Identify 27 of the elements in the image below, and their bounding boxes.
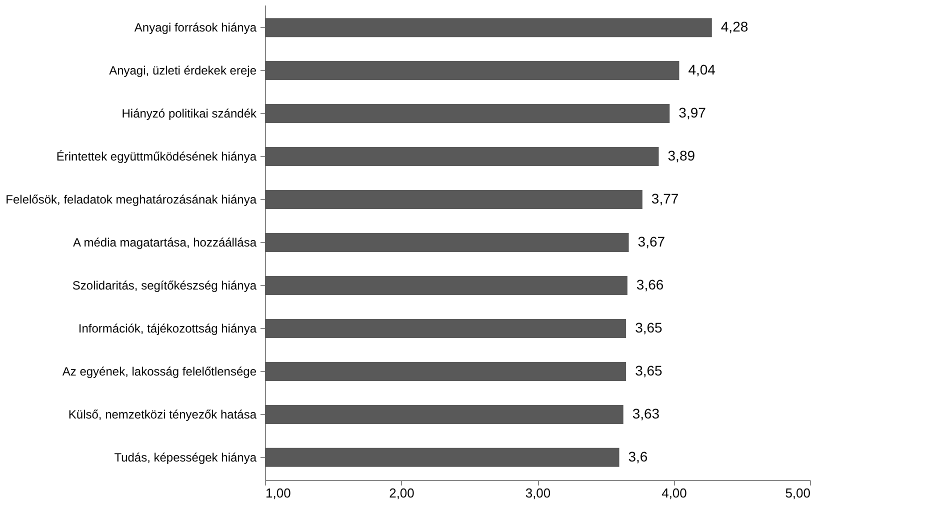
data-label: 3,65 <box>635 362 663 378</box>
data-label: 3,63 <box>632 405 660 422</box>
x-tick-label: 4,00 <box>662 486 687 500</box>
y-tick-label: Érintettek együttműködésének hiánya <box>56 150 257 164</box>
data-label: 3,77 <box>651 190 679 207</box>
x-tick-label: 3,00 <box>525 486 551 500</box>
data-label: 3,66 <box>636 276 664 292</box>
data-label: 3,6 <box>628 448 648 464</box>
data-label: 3,89 <box>668 148 696 164</box>
data-label: 4,28 <box>720 18 748 35</box>
x-tick-label: 1,00 <box>266 486 291 500</box>
y-tick-label: Felelősök, feladatok meghatározásának hiánya <box>6 192 257 207</box>
x-tick-label: 2,00 <box>389 486 414 500</box>
data-label: 4,04 <box>688 62 716 78</box>
data-label: 3,65 <box>635 319 663 336</box>
data-label: 3,97 <box>678 104 706 121</box>
y-tick-label: Az egyének, lakosság felelőtlensége <box>62 364 257 378</box>
y-tick-label: Szolidaritás, segítőkészség hiánya <box>72 278 257 292</box>
y-tick-label: A média magatartása, hozzáállása <box>73 236 257 250</box>
y-tick-label: Hiányzó politikai szándék <box>122 106 258 121</box>
y-tick-label: Tudás, képességek hiánya <box>114 450 257 464</box>
data-label: 3,67 <box>638 234 666 250</box>
y-tick-label: Információk, tájékozottság hiánya <box>78 321 257 336</box>
y-tick-label: Anyagi, üzleti érdekek ereje <box>109 64 257 78</box>
x-tick-label: 5,00 <box>785 486 810 500</box>
y-tick-label: Külső, nemzetközi tényezők hatása <box>68 407 257 422</box>
y-tick-label: Anyagi források hiánya <box>134 20 257 35</box>
